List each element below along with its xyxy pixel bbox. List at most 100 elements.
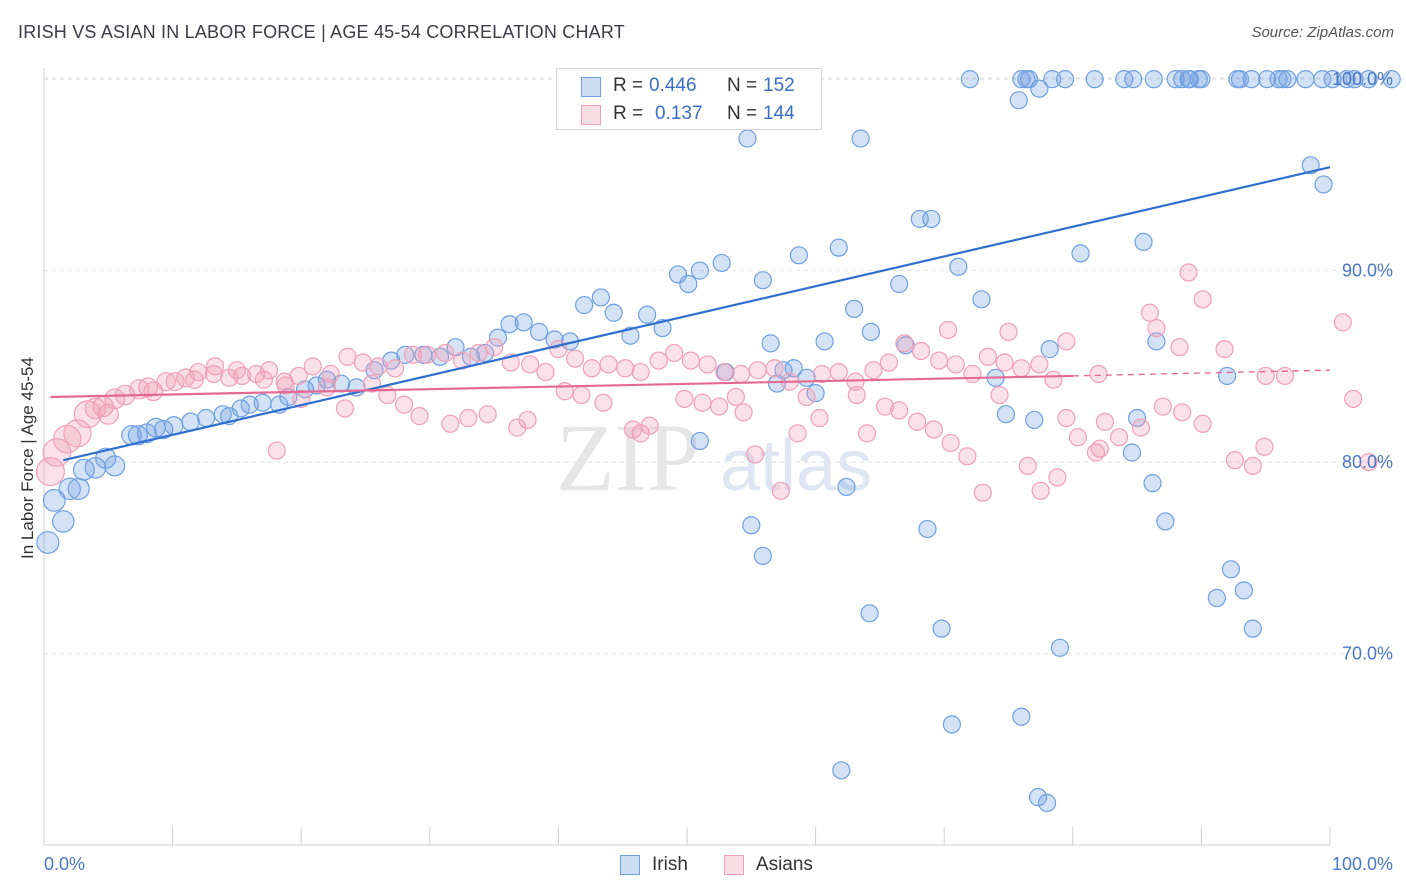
irish-point	[761, 334, 780, 353]
irish-point	[1234, 581, 1253, 600]
asians-point	[1057, 408, 1076, 428]
asians-point	[698, 355, 717, 374]
y-tick-label: 90.0%	[1342, 261, 1393, 281]
asians-point	[185, 370, 204, 390]
irish-point	[1127, 408, 1147, 428]
watermark-zip: ZIP	[556, 404, 700, 511]
asians-point	[338, 347, 357, 366]
irish-point	[1242, 70, 1261, 89]
asians-point	[418, 345, 437, 364]
asians-point	[254, 370, 274, 389]
irish-point	[1218, 366, 1237, 386]
asians-point	[276, 376, 295, 395]
asians-point	[321, 364, 340, 384]
asians-point	[1018, 456, 1037, 476]
asians-point	[710, 397, 729, 416]
x-tick-label: 0.0%	[44, 854, 85, 874]
asians-point	[1031, 481, 1050, 500]
irish-point	[51, 510, 75, 533]
irish-point	[1382, 70, 1401, 89]
n-value: 152	[763, 75, 795, 96]
asians-point	[459, 408, 478, 428]
irish-point	[1122, 443, 1142, 462]
irish-point	[1314, 175, 1333, 194]
asians-point	[1147, 318, 1166, 338]
asians-point	[143, 381, 164, 402]
irish-point	[851, 129, 870, 148]
asians-point	[771, 481, 790, 500]
legend-item-asians[interactable]: Asians	[723, 854, 813, 876]
asians-point	[734, 403, 753, 422]
irish-point	[753, 271, 772, 290]
asians-point	[1255, 437, 1274, 456]
irish-point	[1050, 638, 1070, 657]
stats-row-asians: R = 0.137 N = 144	[557, 100, 821, 130]
irish-point	[789, 246, 808, 265]
irish-point	[922, 209, 941, 229]
legend-swatch-irish	[620, 855, 640, 875]
asians-point	[205, 357, 225, 376]
irish-point	[972, 290, 991, 309]
irish-point	[36, 530, 60, 555]
asians-point	[864, 361, 883, 380]
irish-point	[514, 313, 533, 332]
asians-point	[369, 357, 388, 376]
irish-point	[679, 274, 698, 294]
asians-point	[1344, 389, 1363, 408]
irish-point	[1085, 70, 1104, 89]
irish-point	[153, 419, 174, 440]
r-value: 0.137	[655, 103, 703, 124]
asians-point	[908, 412, 927, 431]
asians-point	[84, 397, 107, 420]
irish-point	[72, 458, 95, 481]
asians-point	[1275, 366, 1295, 386]
asians-point	[911, 341, 931, 361]
asians-point	[978, 347, 998, 366]
asians-point	[227, 361, 246, 380]
irish-point	[1273, 70, 1292, 89]
asians-point	[403, 345, 423, 364]
irish-point	[1012, 707, 1031, 726]
irish-point	[918, 519, 937, 539]
asians-point	[259, 361, 279, 380]
asians-point	[335, 399, 355, 418]
asians-point	[788, 424, 807, 443]
irish-point	[42, 488, 66, 512]
asians-point	[410, 407, 429, 426]
irish-point	[164, 416, 184, 436]
irish-point	[829, 238, 848, 257]
asians-point	[572, 385, 591, 405]
watermark: ZIP atlas	[556, 404, 872, 511]
asians-point	[748, 361, 767, 380]
legend-item-irish[interactable]: Irish	[620, 854, 688, 876]
asians-point	[485, 338, 504, 357]
irish-point	[1221, 560, 1241, 579]
asians-point	[521, 355, 540, 374]
irish-point	[1144, 70, 1163, 89]
irish-point	[1017, 70, 1036, 89]
irish-point	[1037, 793, 1057, 812]
irish-point	[806, 384, 825, 403]
n-label: N =	[727, 75, 758, 96]
asians-point	[594, 393, 613, 412]
irish-point	[949, 257, 968, 276]
irish-point	[1166, 70, 1185, 89]
irish-point	[591, 288, 610, 307]
asians-point	[875, 397, 895, 416]
asians-point	[478, 405, 497, 424]
asians-point	[1225, 451, 1244, 470]
irish-point	[1028, 788, 1048, 807]
irish-point	[690, 431, 709, 451]
asians-point	[1068, 428, 1088, 447]
tick-labels: 70.0% 80.0% 90.0% 100.0% 0.0% 100.0%	[44, 69, 1393, 874]
asians-point	[232, 366, 252, 386]
irish-point	[1124, 70, 1143, 89]
source-label: Source: ZipAtlas.com	[1251, 24, 1394, 41]
asians-point	[508, 418, 527, 437]
irish-point	[396, 345, 415, 364]
asians-point	[990, 385, 1009, 405]
asians-point	[165, 372, 185, 392]
asians-point	[1359, 452, 1378, 472]
asians-point	[973, 483, 992, 502]
n-value: 144	[763, 103, 795, 124]
